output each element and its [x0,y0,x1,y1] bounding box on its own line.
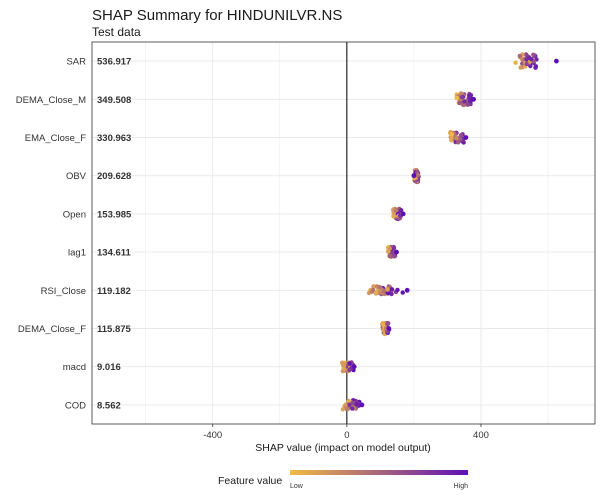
feature-label: macd [63,362,86,373]
shap-point [524,61,529,67]
shap-point [385,321,390,327]
shap-point [459,95,465,100]
shap-point [395,287,400,293]
shap-point [391,246,397,251]
shap-point [346,398,351,404]
shap-point [518,65,523,70]
shap-point-high [394,249,399,255]
mean-shap-label: 119.182 [97,286,131,297]
shap-point [393,208,399,213]
legend-title: Feature value [218,475,282,487]
shap-point [347,367,352,373]
shap-point-high [351,364,357,370]
x-axis-title: SHAP value (impact on model output) [255,442,430,454]
shap-point [388,253,393,259]
shap-point [370,287,376,293]
shap-point [389,287,395,292]
mean-shap-label: 153.985 [97,209,132,220]
shap-point [389,291,394,297]
shap-point [400,290,405,295]
feature-label: EMA_Close_F [25,133,86,144]
mean-shap-label: 115.875 [97,324,132,335]
feature-label: Open [63,209,86,220]
shap-point [531,52,536,57]
shap-point [415,169,420,174]
shap-point [385,291,391,296]
shap-point-high [404,287,410,293]
shap-point [467,93,472,98]
shap-point-high [471,96,476,102]
shap-point [449,132,454,137]
shap-point [533,65,538,70]
shap-point [340,407,346,412]
feature-label: lag1 [68,248,86,259]
shap-point [529,56,534,62]
plot-panel [91,41,596,425]
feature-label: RSI_Close [41,286,86,297]
feature-label: DEMA_Close_M [16,95,86,106]
shap-point [350,406,355,411]
feature-labels: SAR 536.917 DEMA_Close_M 349.508 EMA_Close_F… [16,57,132,412]
shap-point [454,95,459,101]
shap-point [380,321,385,326]
shap-point [465,102,470,107]
mean-shap-label: 536.917 [97,57,131,68]
shap-point-high [554,58,559,64]
feature-label: COD [65,400,86,411]
chart-title: SHAP Summary for HINDUNILVR.NS [92,7,342,24]
mean-shap-label: 209.628 [97,171,131,182]
shap-point [373,290,379,295]
feature-label: OBV [66,171,87,182]
chart-subtitle: Test data [92,25,141,39]
mean-shap-label: 134.611 [97,248,132,259]
shap-point [399,208,404,213]
x-tick-label: 400 [473,430,489,441]
legend-low-label: Low [290,483,304,490]
x-axis-ticks: -400 0 400 [203,424,489,441]
shap-point [513,60,518,65]
x-tick-label: -400 [203,430,222,441]
shap-point-high [463,135,469,140]
shap-point [517,53,522,59]
shap-point-high [411,173,417,179]
shap-point [341,363,347,368]
shap-point [391,214,396,219]
shap-point [458,136,463,142]
legend-colorbar [290,470,468,475]
shap-point [387,246,393,251]
shap-point [523,52,529,57]
shap-point [343,402,349,407]
legend-high-label: High [454,483,469,490]
shap-point [449,138,454,143]
mean-shap-label: 9.016 [97,362,121,373]
shap-point [350,400,355,406]
mean-shap-label: 349.508 [97,95,131,106]
feature-label: DEMA_Close_F [18,324,86,335]
shap-point [454,136,459,141]
shap-point [347,361,352,366]
shap-point [458,133,464,138]
mean-shap-label: 8.562 [97,400,121,411]
shap-point-high [400,211,406,217]
shap-point [456,140,461,145]
mean-shap-label: 330.963 [97,133,131,144]
x-tick-label: 0 [344,430,349,441]
data-points [340,52,559,412]
feature-label: SAR [66,57,86,68]
shap-point [457,100,462,106]
shap-point [415,172,421,178]
shap-point [381,288,386,293]
shap-point-high [386,326,392,331]
shap-point [385,287,390,292]
shap-point [377,284,382,290]
shap-point-high [359,402,365,408]
shap-point [462,99,467,104]
